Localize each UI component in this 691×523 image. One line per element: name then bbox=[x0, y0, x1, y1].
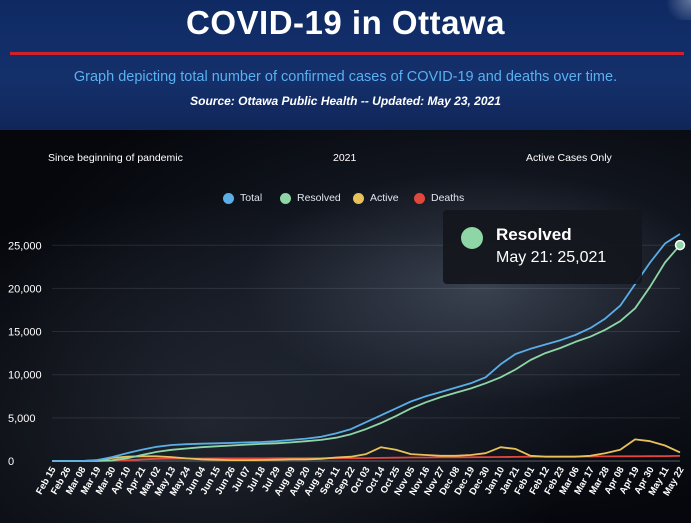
tab-since-beginning[interactable]: Since beginning of pandemic bbox=[48, 152, 183, 164]
series-line-resolved[interactable] bbox=[52, 244, 681, 462]
legend-label-deaths: Deaths bbox=[431, 192, 465, 204]
legend-label-total: Total bbox=[240, 192, 263, 204]
tooltip-value: May 21: 25,021 bbox=[496, 249, 607, 266]
y-tick-label: 20,000 bbox=[8, 283, 42, 295]
series-line-total[interactable] bbox=[52, 233, 681, 462]
y-tick-label: 0 bbox=[8, 456, 14, 468]
chart-legend: Total Resolved Active Deaths bbox=[0, 192, 691, 208]
title-divider bbox=[10, 52, 684, 55]
chart-tooltip: Resolved May 21: 25,021 bbox=[443, 210, 642, 284]
legend-label-resolved: Resolved bbox=[297, 192, 341, 204]
y-tick-label: 25,000 bbox=[8, 240, 42, 252]
legend-dot-active bbox=[353, 192, 364, 204]
legend-item-active[interactable]: Active bbox=[353, 192, 399, 204]
legend-dot-deaths bbox=[414, 192, 425, 204]
source-note: Source: Ottawa Public Health -- Updated:… bbox=[190, 94, 501, 108]
legend-label-active: Active bbox=[370, 192, 399, 204]
y-tick-label: 10,000 bbox=[8, 370, 42, 382]
y-tick-label: 5,000 bbox=[8, 413, 36, 425]
header-banner: COVID-19 in Ottawa Graph depicting total… bbox=[0, 0, 691, 130]
series-line-active[interactable] bbox=[52, 438, 681, 462]
view-tabs: Since beginning of pandemic 2021 Active … bbox=[0, 152, 691, 168]
tooltip-series-name: Resolved bbox=[496, 225, 572, 244]
page-title: COVID-19 in Ottawa bbox=[186, 4, 505, 41]
legend-dot-total bbox=[223, 192, 234, 204]
legend-dot-resolved bbox=[280, 192, 291, 204]
tab-active-cases-only[interactable]: Active Cases Only bbox=[526, 152, 612, 164]
legend-item-total[interactable]: Total bbox=[223, 192, 262, 204]
virus-decoration bbox=[661, 0, 691, 20]
chart-subtitle: Graph depicting total number of confirme… bbox=[73, 69, 618, 85]
legend-item-deaths[interactable]: Deaths bbox=[414, 192, 464, 204]
legend-item-resolved[interactable]: Resolved bbox=[280, 192, 341, 204]
tab-2021[interactable]: 2021 bbox=[333, 152, 357, 164]
y-tick-label: 15,000 bbox=[8, 327, 42, 339]
highlighted-data-point[interactable] bbox=[674, 239, 686, 251]
tooltip-series-dot bbox=[461, 227, 483, 249]
